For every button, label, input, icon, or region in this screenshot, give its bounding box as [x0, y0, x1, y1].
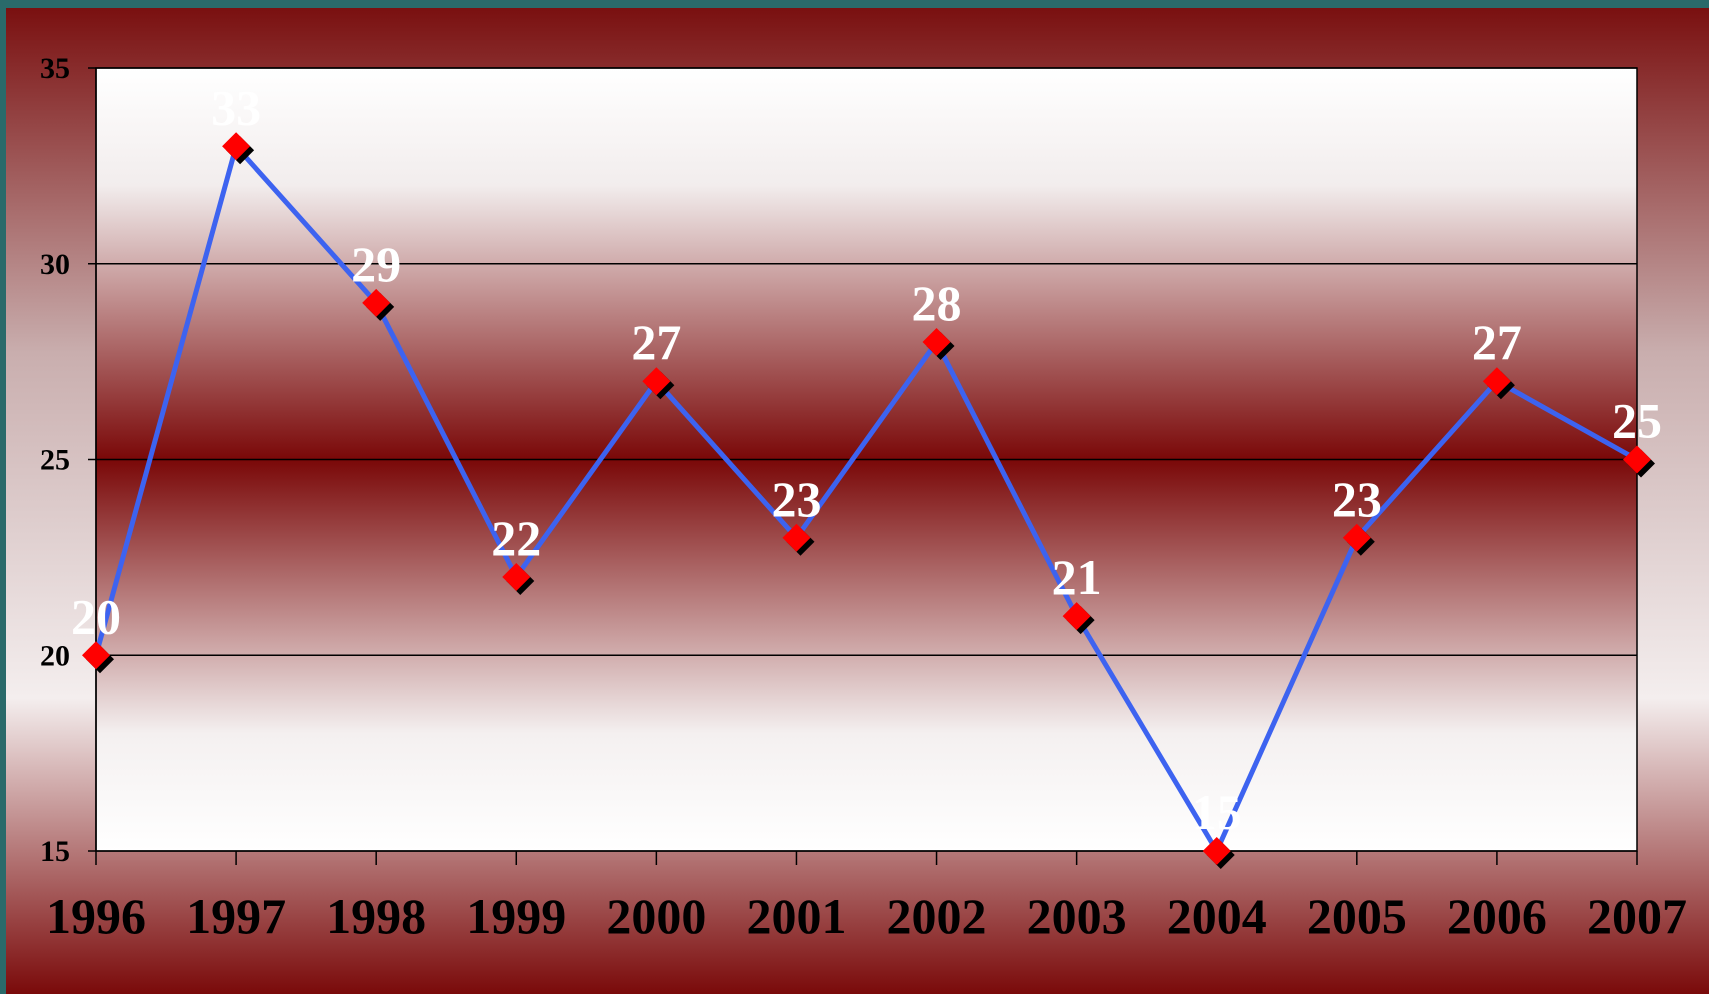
y-tick-label: 30	[40, 248, 70, 281]
x-tick-label: 2004	[1167, 888, 1267, 944]
x-tick-label: 2006	[1447, 888, 1547, 944]
y-tick-label: 20	[40, 639, 70, 672]
data-label: 27	[631, 314, 681, 370]
data-label: 15	[1192, 784, 1242, 840]
data-label: 20	[71, 588, 121, 644]
x-tick-label: 1996	[46, 888, 146, 944]
x-tick-label: 1997	[186, 888, 286, 944]
x-tick-label: 2005	[1307, 888, 1407, 944]
x-tick-label: 2007	[1587, 888, 1687, 944]
data-label: 21	[1052, 549, 1102, 605]
data-label: 25	[1612, 393, 1662, 449]
page: {"chart_data": {"type": "line", "categor…	[0, 0, 1709, 994]
data-label: 22	[491, 510, 541, 566]
x-tick-label: 1998	[326, 888, 426, 944]
y-tick-label: 35	[40, 52, 70, 85]
x-tick-label: 2002	[887, 888, 987, 944]
x-tick-label: 1999	[466, 888, 566, 944]
data-label: 23	[771, 471, 821, 527]
x-tick-label: 2000	[606, 888, 706, 944]
data-label: 29	[351, 236, 401, 292]
y-tick-label: 25	[40, 444, 70, 477]
data-label: 28	[912, 275, 962, 331]
x-tick-label: 2001	[746, 888, 846, 944]
data-label: 23	[1332, 471, 1382, 527]
chart: 15 20 25 30 35 1996 1997 1998 1999 2000 2001 2002 20…	[0, 0, 1709, 994]
data-label: 27	[1472, 314, 1522, 370]
x-tick-label: 2003	[1027, 888, 1127, 944]
y-tick-label: 15	[40, 835, 70, 868]
data-label: 33	[211, 79, 261, 135]
